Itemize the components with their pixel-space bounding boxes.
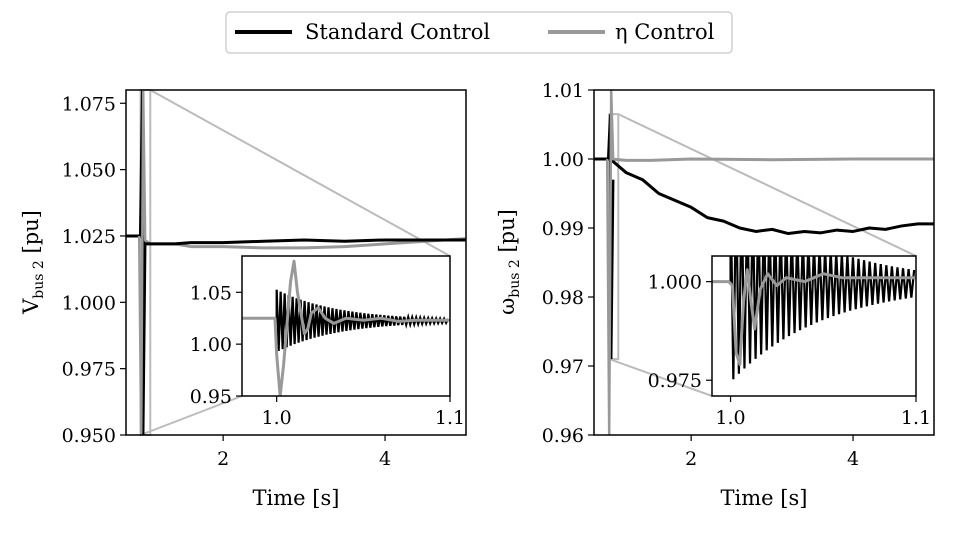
voltage-x-tick-label: 2	[217, 448, 229, 470]
frequency-y-tick-label: 0.99	[542, 218, 584, 240]
legend-label-standard: Standard Control	[305, 20, 490, 44]
frequency-inset-plot-area	[712, 256, 916, 380]
voltage-inset-x-tick-label: 1.0	[262, 407, 292, 429]
voltage-y-axis-label: Vbus 2 [pu]	[19, 210, 47, 315]
voltage-plot-area	[126, 90, 466, 435]
frequency-zoom-line-top	[617, 113, 917, 257]
voltage-inset-y-tick-label: 1.05	[190, 282, 232, 304]
frequency-inset-y-tick-label: 1.000	[648, 272, 702, 294]
frequency-y-tick-label: 1.00	[542, 149, 584, 171]
frequency-y-tick-label: 0.96	[542, 425, 584, 447]
frequency-inset-x-tick-label: 1.1	[901, 407, 931, 429]
voltage-y-tick-label: 1.050	[62, 160, 116, 182]
frequency-inset: 0.975 1.000 1.0 1.1	[648, 255, 932, 429]
voltage-inset-ticks: 0.95 1.00 1.05 1.0 1.1	[190, 282, 465, 429]
voltage-inset-frame	[241, 255, 451, 397]
voltage-x-axis-label: Time [s]	[253, 486, 340, 510]
voltage-inset-x-tick-label: 1.1	[435, 407, 465, 429]
frequency-y-tick-label: 0.98	[542, 287, 584, 309]
voltage-y-ticks: 0.950 0.975 1.000 1.025 1.050 1.075	[62, 93, 126, 447]
voltage-zoom-line-bottom	[140, 395, 243, 436]
frequency-y-tick-label: 1.01	[542, 80, 584, 102]
frequency-inset-frame	[711, 255, 917, 397]
voltage-y-tick-label: 1.000	[62, 292, 116, 314]
frequency-zoom-line-bottom	[609, 358, 713, 397]
frequency-inset-x-tick-label: 1.0	[715, 407, 745, 429]
frequency-inset-ticks: 0.975 1.000 1.0 1.1	[648, 272, 932, 429]
voltage-x-tick-label: 4	[379, 448, 391, 470]
frequency-eta-line	[594, 157, 934, 162]
voltage-y-tick-label: 0.975	[62, 359, 116, 381]
frequency-eta-transient	[605, 90, 615, 435]
voltage-y-tick-label: 1.075	[62, 93, 116, 115]
voltage-y-tick-label: 0.950	[62, 425, 116, 447]
voltage-zoom-line-top	[149, 89, 451, 257]
frequency-x-tick-label: 4	[847, 448, 859, 470]
voltage-eta-transient	[137, 90, 147, 435]
frequency-y-ticks: 0.96 0.97 0.98 0.99 1.00 1.01	[542, 80, 594, 447]
frequency-y-tick-label: 0.97	[542, 356, 584, 378]
frequency-x-tick-label: 2	[685, 448, 697, 470]
frequency-axes-frame	[593, 89, 935, 436]
frequency-inset-eta-line	[712, 268, 916, 366]
voltage-y-tick-label: 1.025	[62, 226, 116, 248]
frequency-x-axis-label: Time [s]	[721, 486, 808, 510]
frequency-y-axis-label: ωbus 2 [pu]	[495, 209, 523, 315]
frequency-standard-line	[594, 157, 934, 236]
voltage-inset-y-tick-label: 0.95	[190, 386, 232, 408]
voltage-inset-plot-area	[242, 259, 450, 396]
legend: Standard Control η Control	[225, 11, 733, 54]
legend-label-eta: η Control	[615, 20, 715, 44]
frequency-inset-y-tick-label: 0.975	[648, 370, 702, 392]
voltage-inset-y-tick-label: 1.00	[190, 334, 232, 356]
frequency-plot-area	[594, 90, 934, 435]
voltage-axes-frame	[125, 89, 467, 436]
legend-frame	[225, 11, 733, 54]
voltage-inset-eta-line	[242, 259, 450, 396]
voltage-inset: 0.95 1.00 1.05 1.0 1.1	[190, 255, 465, 429]
